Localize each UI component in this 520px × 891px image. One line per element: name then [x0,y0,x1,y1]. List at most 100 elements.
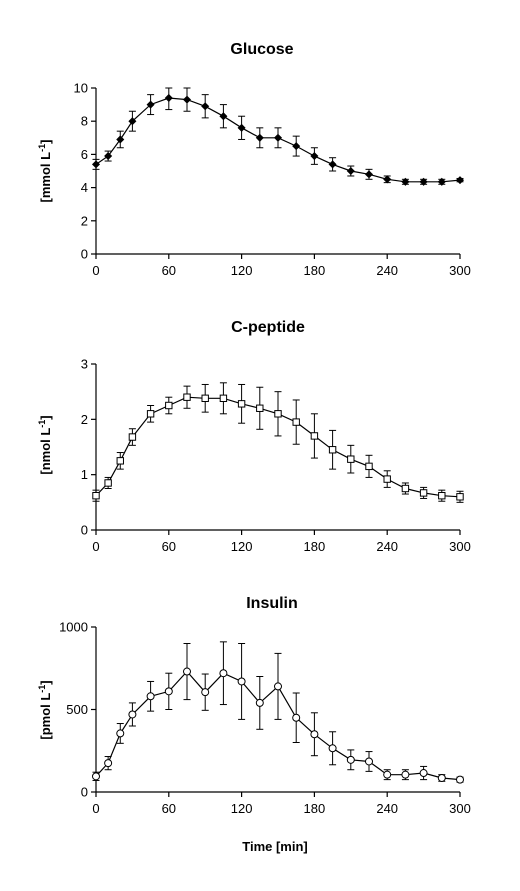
data-point-c-peptide [146,410,155,418]
x-tick-label-c-peptide: 300 [449,539,471,554]
data-point-insulin [104,759,113,768]
y-tick-label-insulin: 500 [66,702,88,717]
y-tick-label-c-peptide: 0 [81,523,88,538]
data-point-c-peptide [365,462,373,471]
panel-insulin: Insulin [pmol L-1] 0 500 1000 0 60 120 180 240 3… [37,595,471,854]
data-point-insulin [92,772,100,781]
data-point-glucose [273,133,283,142]
chart-title-insulin: Insulin [246,595,298,612]
y-axis-label-glucose: [mmol L-1] [37,140,53,203]
y-tick-label-c-peptide: 1 [81,467,88,482]
data-point-c-peptide [104,479,112,487]
data-point-insulin [365,757,373,766]
data-point-insulin [116,729,125,738]
x-tick-label-c-peptide: 180 [304,539,326,554]
data-point-insulin [164,687,173,696]
data-point-glucose [455,176,465,185]
y-tick-label-glucose: 6 [81,147,88,162]
plot-area-c-peptide: 0 1 2 3 0 60 120 180 240 300 [81,357,471,555]
data-point-insulin [383,770,392,779]
x-tick-label-glucose: 0 [92,263,99,278]
y-tick-label-insulin: 0 [81,785,88,800]
data-point-c-peptide [347,455,355,463]
data-point-insulin [274,682,282,691]
chart-title-glucose: Glucose [230,41,293,58]
data-point-c-peptide [256,404,264,412]
data-point-insulin [201,688,210,697]
data-point-c-peptide [128,433,137,441]
x-tick-label-insulin: 180 [304,801,326,816]
data-point-c-peptide [438,491,446,500]
plot-area-glucose: 0 2 4 6 8 10 0 60 120 180 240 300 [74,81,471,279]
data-point-c-peptide [219,394,228,403]
data-point-c-peptide [201,394,209,403]
y-tick-label-glucose: 0 [81,247,88,262]
x-tick-label-glucose: 180 [304,263,326,278]
x-tick-label-glucose: 120 [231,263,253,278]
data-point-insulin [456,775,464,784]
data-point-c-peptide [292,418,300,426]
y-tick-label-c-peptide: 3 [81,357,88,372]
data-point-c-peptide [310,432,319,440]
data-point-insulin [310,730,319,739]
y-tick-label-glucose: 4 [81,180,88,195]
series-line-c-peptide [95,396,461,498]
data-point-insulin [346,755,355,764]
data-point-c-peptide [165,401,173,410]
data-point-c-peptide [92,491,100,500]
x-tick-label-c-peptide: 120 [231,539,253,554]
data-point-c-peptide [456,493,464,501]
panel-glucose: Glucose [mmol L-1] 0 2 4 6 8 10 0 60 120 180 240 30… [37,41,471,278]
data-point-glucose [437,177,446,186]
data-point-insulin [292,713,301,722]
y-axis-label-insulin: [pmol L-1] [37,680,53,739]
data-point-glucose [383,175,392,184]
chart-title-c-peptide: C-peptide [231,319,305,336]
x-tick-label-insulin: 240 [376,801,398,816]
y-axis-label-c-peptide: [nmol L-1] [37,415,53,474]
x-tick-label-glucose: 300 [449,263,471,278]
data-point-glucose [292,142,301,151]
x-tick-label-insulin: 300 [449,801,471,816]
data-point-glucose [310,152,319,161]
data-point-glucose [419,177,428,186]
x-tick-label-insulin: 0 [92,801,99,816]
data-point-glucose [91,160,101,169]
data-point-glucose [146,100,155,109]
plot-area-insulin: 0 500 1000 0 60 120 180 240 300 [59,620,471,817]
data-point-glucose [237,123,246,132]
data-point-insulin [128,710,137,719]
data-point-c-peptide [419,489,428,497]
data-point-insulin [328,744,337,753]
series-line-insulin [95,670,461,781]
series-line-glucose [95,97,461,183]
x-tick-label-glucose: 240 [376,263,398,278]
y-tick-label-glucose: 2 [81,213,88,228]
data-point-c-peptide [401,484,410,493]
data-point-glucose [364,170,374,179]
x-tick-label-c-peptide: 0 [92,539,99,554]
data-point-glucose [128,117,137,126]
data-point-insulin [183,667,191,676]
data-point-c-peptide [116,457,124,465]
y-tick-label-glucose: 10 [74,81,88,96]
data-point-glucose [182,95,192,104]
data-point-insulin [237,677,246,686]
data-point-c-peptide [328,446,337,454]
data-point-c-peptide [183,393,191,401]
data-point-glucose [201,102,210,111]
data-point-glucose [219,112,228,121]
data-point-c-peptide [237,400,246,408]
data-point-glucose [346,166,355,176]
x-tick-label-c-peptide: 240 [376,539,398,554]
x-axis-label: Time [min] [242,839,308,854]
data-point-glucose [164,93,173,102]
x-tick-label-glucose: 60 [162,263,176,278]
data-point-insulin [401,770,410,779]
data-point-insulin [419,769,428,778]
data-point-insulin [146,692,155,701]
data-point-glucose [255,133,264,142]
x-tick-label-insulin: 60 [162,801,176,816]
data-point-c-peptide [274,410,282,418]
data-point-glucose [328,160,337,169]
